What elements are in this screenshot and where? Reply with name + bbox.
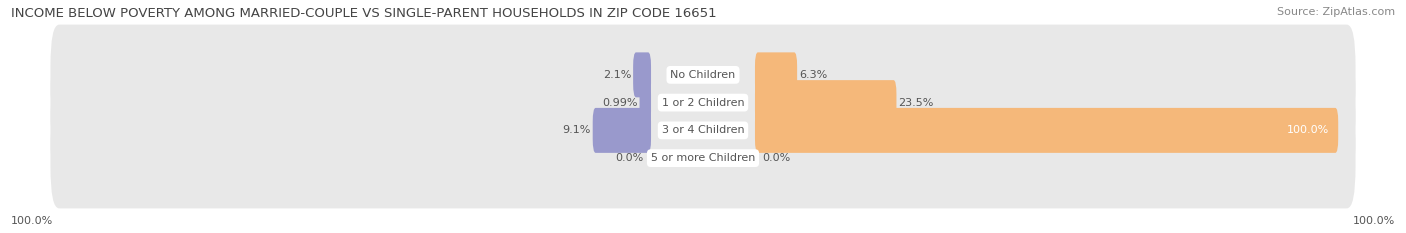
Text: 2.1%: 2.1% xyxy=(603,70,631,80)
FancyBboxPatch shape xyxy=(51,80,1355,181)
Text: 100.0%: 100.0% xyxy=(11,216,53,226)
FancyBboxPatch shape xyxy=(593,108,651,153)
FancyBboxPatch shape xyxy=(51,108,1355,208)
FancyBboxPatch shape xyxy=(633,52,651,97)
FancyBboxPatch shape xyxy=(755,108,1339,153)
FancyBboxPatch shape xyxy=(755,52,797,97)
Text: 100.0%: 100.0% xyxy=(1288,125,1330,135)
Text: 3 or 4 Children: 3 or 4 Children xyxy=(662,125,744,135)
Text: 100.0%: 100.0% xyxy=(1353,216,1395,226)
FancyBboxPatch shape xyxy=(51,25,1355,125)
Text: INCOME BELOW POVERTY AMONG MARRIED-COUPLE VS SINGLE-PARENT HOUSEHOLDS IN ZIP COD: INCOME BELOW POVERTY AMONG MARRIED-COUPL… xyxy=(11,7,717,20)
Text: 0.0%: 0.0% xyxy=(762,153,790,163)
Text: 0.99%: 0.99% xyxy=(602,98,638,108)
Text: 5 or more Children: 5 or more Children xyxy=(651,153,755,163)
FancyBboxPatch shape xyxy=(755,80,897,125)
Text: 0.0%: 0.0% xyxy=(616,153,644,163)
Text: No Children: No Children xyxy=(671,70,735,80)
FancyBboxPatch shape xyxy=(640,80,651,125)
Text: 1 or 2 Children: 1 or 2 Children xyxy=(662,98,744,108)
Text: Source: ZipAtlas.com: Source: ZipAtlas.com xyxy=(1277,7,1395,17)
Text: 6.3%: 6.3% xyxy=(799,70,827,80)
Text: 23.5%: 23.5% xyxy=(898,98,934,108)
FancyBboxPatch shape xyxy=(51,52,1355,153)
Text: 9.1%: 9.1% xyxy=(562,125,591,135)
